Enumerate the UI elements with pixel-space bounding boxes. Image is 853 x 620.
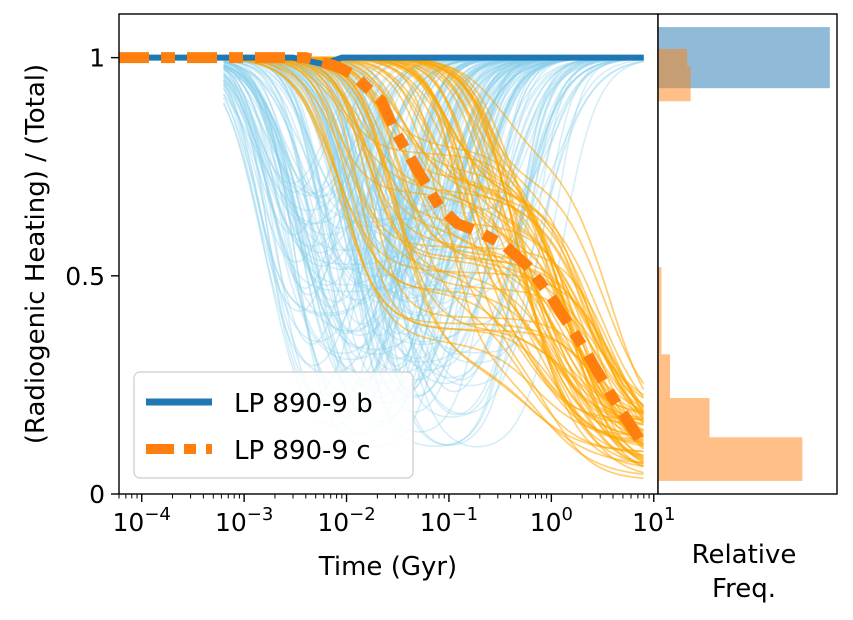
ensemble-curve-c [223, 57, 644, 437]
histogram-bar-c [658, 267, 662, 311]
histogram-bar-c [658, 437, 803, 481]
y-tick-label: 1 [89, 44, 105, 73]
y-tick-label: 0.5 [65, 262, 105, 291]
series-line-c [119, 52, 649, 449]
histogram-bar-c [658, 354, 671, 398]
x-tick-label: 10−2 [317, 504, 375, 537]
main-plot: 10−4 10−3 10−2 10−1 100 101 00.51 Time (Gyr) … [21, 13, 675, 582]
histogram-bar-c [658, 398, 710, 438]
x-tick-label: 101 [632, 504, 675, 537]
legend-label-b: LP 890-9 b [234, 389, 373, 419]
y-tick-label: 0 [89, 480, 105, 509]
histogram-xlabel-line1: Relative [692, 540, 797, 570]
histogram-frame [657, 13, 838, 495]
x-axis-label: Time (Gyr) [318, 552, 457, 582]
x-tick-label: 10−1 [420, 504, 478, 537]
histogram-panel: Relative Freq. [657, 13, 838, 604]
legend: LP 890-9 b LP 890-9 c [133, 371, 414, 479]
histogram-bar-c [658, 66, 691, 102]
histogram-bar-c [658, 310, 662, 355]
ensemble-curve-c [223, 58, 645, 450]
y-axis-ticks: 00.51 [65, 44, 119, 509]
x-tick-label: 10−3 [215, 504, 273, 537]
ensemble-curve-c [223, 57, 644, 445]
histogram-bars [658, 27, 830, 481]
x-axis-ticks: 10−4 10−3 10−2 10−1 100 101 [113, 494, 675, 537]
ensemble-curve-c [223, 57, 645, 407]
ensemble-curve-b [223, 57, 644, 346]
legend-label-c: LP 890-9 c [234, 436, 371, 466]
x-tick-label: 100 [530, 504, 573, 537]
histogram-xlabel-line2: Freq. [712, 574, 776, 604]
ensemble-curve-c [223, 57, 645, 409]
main-series [119, 52, 649, 449]
histogram-bar-c [658, 48, 688, 67]
y-axis-label: (Radiogenic Heating) / (Total) [21, 64, 51, 444]
x-tick-label: 10−4 [113, 504, 171, 537]
